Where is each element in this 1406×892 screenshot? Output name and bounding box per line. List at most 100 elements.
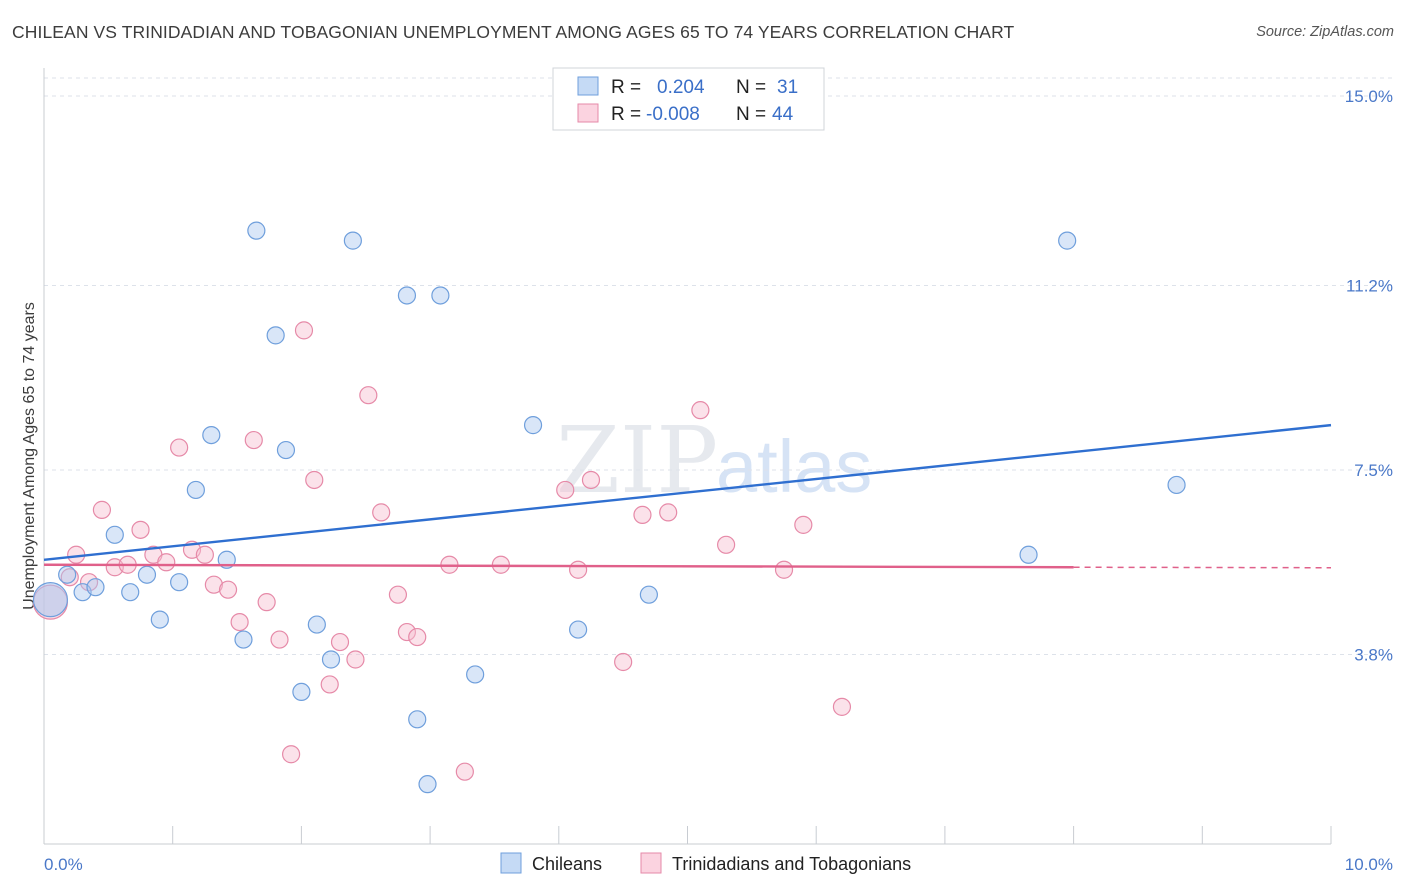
series-legend: Chileans Trinidadians and Tobagonians <box>500 852 911 874</box>
watermark-zip: ZIP <box>556 407 718 514</box>
data-point <box>1019 545 1038 564</box>
data-point <box>431 286 450 305</box>
data-point <box>131 520 150 539</box>
data-point <box>137 565 157 584</box>
data-point <box>257 593 276 612</box>
data-point <box>195 545 214 564</box>
data-point <box>204 575 223 594</box>
data-point <box>86 578 105 597</box>
data-point <box>455 762 474 781</box>
legend-swatch-trinidadians <box>577 103 599 123</box>
data-point <box>523 416 543 435</box>
x-tick-label-max: 10.0% <box>1345 855 1393 874</box>
data-point <box>569 560 588 579</box>
data-point <box>202 425 221 445</box>
trend-line-trinidadians <box>43 563 1074 569</box>
data-point <box>234 630 253 649</box>
chart-title: CHILEAN VS TRINIDADIAN AND TOBAGONIAN UN… <box>12 22 1015 42</box>
x-axis-ticks <box>43 826 1332 844</box>
y-tick-label: 7.5% <box>1354 461 1393 480</box>
data-point <box>292 682 311 702</box>
data-point <box>244 430 263 450</box>
data-point <box>614 652 633 672</box>
data-point <box>556 480 575 500</box>
data-point <box>270 630 289 649</box>
data-point <box>794 515 813 534</box>
data-point <box>639 585 658 604</box>
series-trinidadian-points <box>32 321 852 781</box>
data-point <box>691 401 710 420</box>
legend-n-value-1: 31 <box>777 77 798 98</box>
data-point <box>774 560 794 579</box>
trend-line-chileans <box>43 423 1332 561</box>
legend-swatch-blue <box>500 852 522 874</box>
data-point <box>230 612 249 632</box>
data-point <box>633 505 652 524</box>
y-tick-label: 15.0% <box>1345 87 1393 106</box>
data-point <box>832 697 852 716</box>
series-chilean-points <box>32 221 1186 794</box>
data-point <box>372 503 391 522</box>
watermark-atlas: atlas <box>716 425 872 508</box>
y-tick-labels: 3.8% 7.5% 11.2% 15.0% <box>1345 87 1393 665</box>
data-point <box>247 221 266 240</box>
data-point <box>307 615 326 634</box>
x-tick-label-min: 0.0% <box>44 855 83 874</box>
data-point <box>157 553 176 572</box>
legend-n-label-1: N = <box>736 77 766 98</box>
legend-r-value-2: -0.008 <box>646 104 700 125</box>
data-point <box>1058 231 1077 250</box>
data-point <box>397 286 417 305</box>
data-point <box>388 585 408 604</box>
data-point <box>581 470 601 490</box>
legend-swatch-pink <box>640 852 662 874</box>
data-point <box>170 573 189 592</box>
data-point <box>321 650 341 669</box>
data-point <box>32 582 69 618</box>
data-point <box>659 503 678 522</box>
data-point <box>105 525 124 544</box>
data-point <box>266 326 285 345</box>
data-point <box>330 632 350 652</box>
legend-label-chileans: Chileans <box>532 854 602 874</box>
data-point <box>320 675 339 694</box>
data-point <box>276 440 296 460</box>
data-point <box>418 775 437 794</box>
data-point <box>359 386 378 405</box>
data-point <box>218 580 238 599</box>
legend-n-value-2: 44 <box>772 104 794 125</box>
data-point <box>346 650 365 669</box>
grid-lines <box>44 77 1393 656</box>
data-point <box>717 535 736 554</box>
legend-r-label-1: R = <box>611 77 641 98</box>
data-point <box>569 620 588 639</box>
data-point <box>186 480 205 500</box>
data-point <box>343 231 362 250</box>
data-point <box>150 610 169 629</box>
source-label: Source: ZipAtlas.com <box>1256 24 1394 40</box>
data-point <box>408 710 427 729</box>
data-point <box>92 500 112 519</box>
data-point <box>58 565 77 584</box>
y-tick-label: 3.8% <box>1354 646 1393 665</box>
y-tick-label: 11.2% <box>1346 276 1393 295</box>
legend-label-trinidadians: Trinidadians and Tobagonians <box>672 854 911 874</box>
data-point <box>60 568 79 587</box>
legend-r-label-2: R = <box>611 104 641 125</box>
data-point <box>282 745 301 764</box>
legend-swatch-chileans <box>577 76 599 96</box>
data-point <box>408 627 427 647</box>
legend-n-label-2: N = <box>736 104 766 125</box>
data-point <box>305 470 324 490</box>
y-axis-label: Unemployment Among Ages 65 to 74 years <box>21 302 38 610</box>
data-point <box>170 438 189 457</box>
data-point <box>397 622 417 642</box>
trend-lines <box>43 423 1332 569</box>
correlation-legend: R = 0.204 N = 31 R = -0.008 N = 44 <box>552 67 825 131</box>
data-point <box>466 665 485 684</box>
legend-r-value-1: 0.204 <box>657 77 705 98</box>
data-point <box>294 321 314 340</box>
data-point <box>121 583 140 602</box>
data-point <box>1167 475 1186 495</box>
